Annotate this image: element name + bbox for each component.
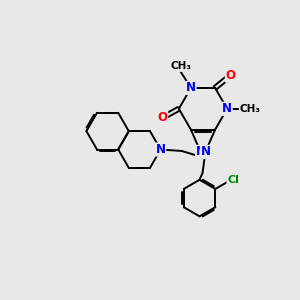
Text: N: N bbox=[186, 81, 196, 94]
Text: N: N bbox=[196, 145, 206, 158]
Text: N: N bbox=[156, 143, 166, 156]
Text: CH₃: CH₃ bbox=[239, 104, 260, 114]
Text: O: O bbox=[158, 111, 168, 124]
Text: N: N bbox=[200, 145, 210, 158]
Text: Cl: Cl bbox=[227, 175, 239, 185]
Text: N: N bbox=[222, 102, 232, 115]
Text: O: O bbox=[225, 69, 236, 82]
Text: CH₃: CH₃ bbox=[170, 61, 191, 71]
